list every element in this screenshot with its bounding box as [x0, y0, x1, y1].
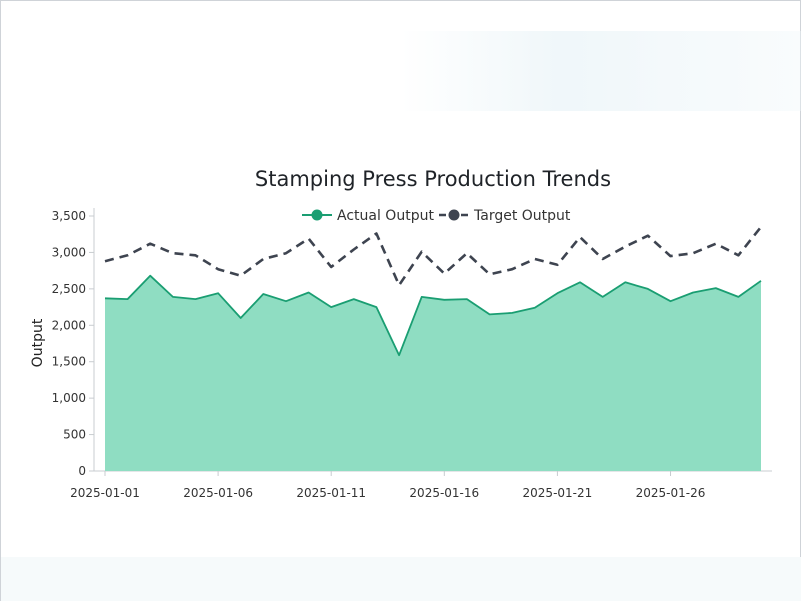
y-tick-label: 3,500 — [52, 209, 86, 223]
y-tick-label: 2,500 — [52, 282, 86, 296]
x-tick-label: 2025-01-11 — [296, 486, 366, 500]
y-tick-label: 1,000 — [52, 391, 86, 405]
plot-area: 0 500 1,000 1,500 2,000 2,500 3,000 3,500 2025-0… — [52, 208, 772, 500]
chart-title: Stamping Press Production Trends — [255, 167, 611, 191]
legend-target-marker — [448, 209, 460, 221]
legend-actual-label: Actual Output — [337, 208, 434, 224]
background-wash — [401, 31, 801, 111]
x-tick-label: 2025-01-21 — [523, 486, 593, 500]
actual-output-line — [104, 274, 762, 357]
x-tick-label: 2025-01-06 — [183, 486, 253, 500]
target-output-line — [104, 226, 763, 287]
y-tick-label: 0 — [78, 464, 86, 478]
y-tick-label: 1,500 — [52, 355, 86, 369]
y-tick-label: 2,000 — [52, 318, 86, 332]
x-tick-label: 2025-01-01 — [70, 486, 140, 500]
x-tick-label: 2025-01-16 — [409, 486, 479, 500]
legend-target-label: Target Output — [473, 208, 571, 224]
bottom-band — [1, 557, 801, 601]
y-tick-label: 500 — [63, 428, 86, 442]
y-tick-label: 3,000 — [52, 245, 86, 259]
legend: Actual Output Target Output — [302, 208, 571, 224]
actual-output-area — [105, 275, 761, 471]
x-tick-label: 2025-01-26 — [636, 486, 706, 500]
y-axis-label: Output — [30, 318, 46, 367]
legend-actual-marker — [311, 209, 323, 221]
